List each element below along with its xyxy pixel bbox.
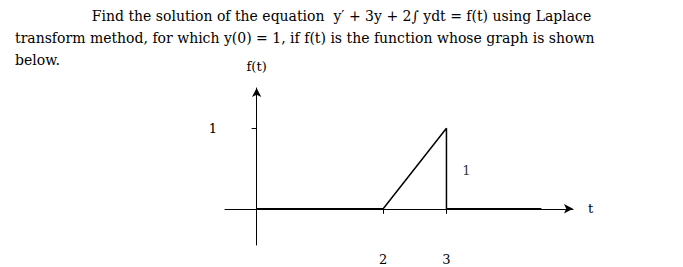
svg-text:1: 1 [462,163,470,178]
svg-text:3: 3 [442,252,450,267]
svg-text:1: 1 [209,121,217,136]
svg-text:Find the solution of the equat: Find the solution of the equation y′ + 3… [92,8,591,24]
svg-text:t: t [588,201,594,216]
svg-text:transform method, for which y(: transform method, for which y(0) = 1, if… [15,30,594,46]
svg-text:2: 2 [379,252,387,267]
svg-text:below.: below. [15,52,60,68]
svg-text:f(t): f(t) [247,59,267,74]
